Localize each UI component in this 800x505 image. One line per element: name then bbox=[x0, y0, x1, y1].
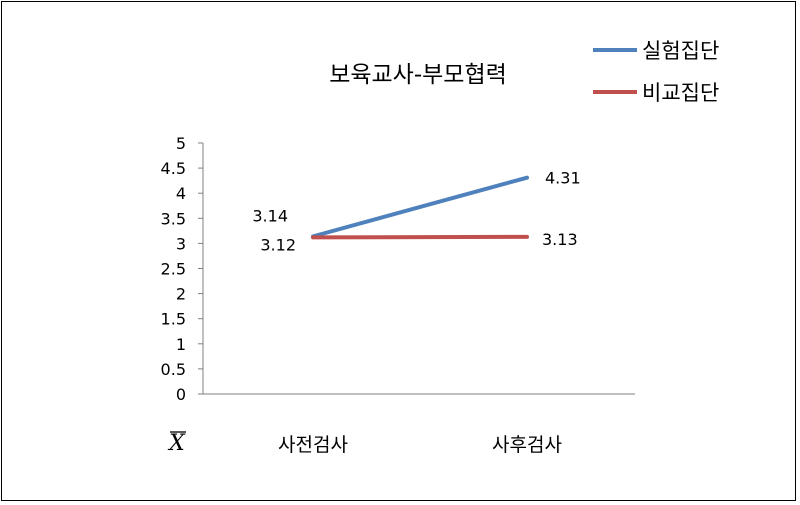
series-lines bbox=[311, 175, 529, 240]
series-line-2 bbox=[311, 234, 529, 240]
data-labels: 3.14 4.31 3.12 3.13 bbox=[252, 169, 580, 255]
y-tick-label: 2 bbox=[176, 285, 186, 304]
legend-label-2: 비교집단 bbox=[642, 81, 719, 105]
data-label: 4.31 bbox=[545, 169, 581, 188]
y-tick-label: 1.5 bbox=[161, 310, 186, 329]
chart-title: 보육교사-부모협력 bbox=[329, 62, 507, 88]
y-tick-label: 4.5 bbox=[161, 159, 186, 178]
x-axis-ticks: 사전검사 사후검사 bbox=[278, 434, 562, 456]
x-tick-label: 사전검사 bbox=[278, 434, 348, 456]
x-tick-label: 사후검사 bbox=[492, 434, 562, 456]
y-tick-label: 0.5 bbox=[161, 360, 186, 379]
y-tick-label: 0 bbox=[176, 385, 186, 404]
series-line-1 bbox=[311, 175, 529, 239]
data-label: 3.12 bbox=[260, 235, 296, 254]
y-tick-label: 3 bbox=[176, 234, 186, 253]
y-tick-label: 1 bbox=[176, 335, 186, 354]
y-tick-label: 3.5 bbox=[161, 209, 186, 228]
data-label: 3.14 bbox=[252, 206, 288, 225]
y-tick-label: 5 bbox=[176, 134, 186, 153]
y-tick-label: 2.5 bbox=[161, 260, 186, 279]
y-axis-ticks: 0 0.5 1 1.5 2 2.5 3 3.5 4 4.5 5 bbox=[161, 134, 203, 404]
y-tick-label: 4 bbox=[176, 184, 186, 203]
y-axis-label: X bbox=[167, 431, 186, 456]
data-label: 3.13 bbox=[542, 230, 578, 249]
legend-label-1: 실험집단 bbox=[642, 39, 719, 63]
